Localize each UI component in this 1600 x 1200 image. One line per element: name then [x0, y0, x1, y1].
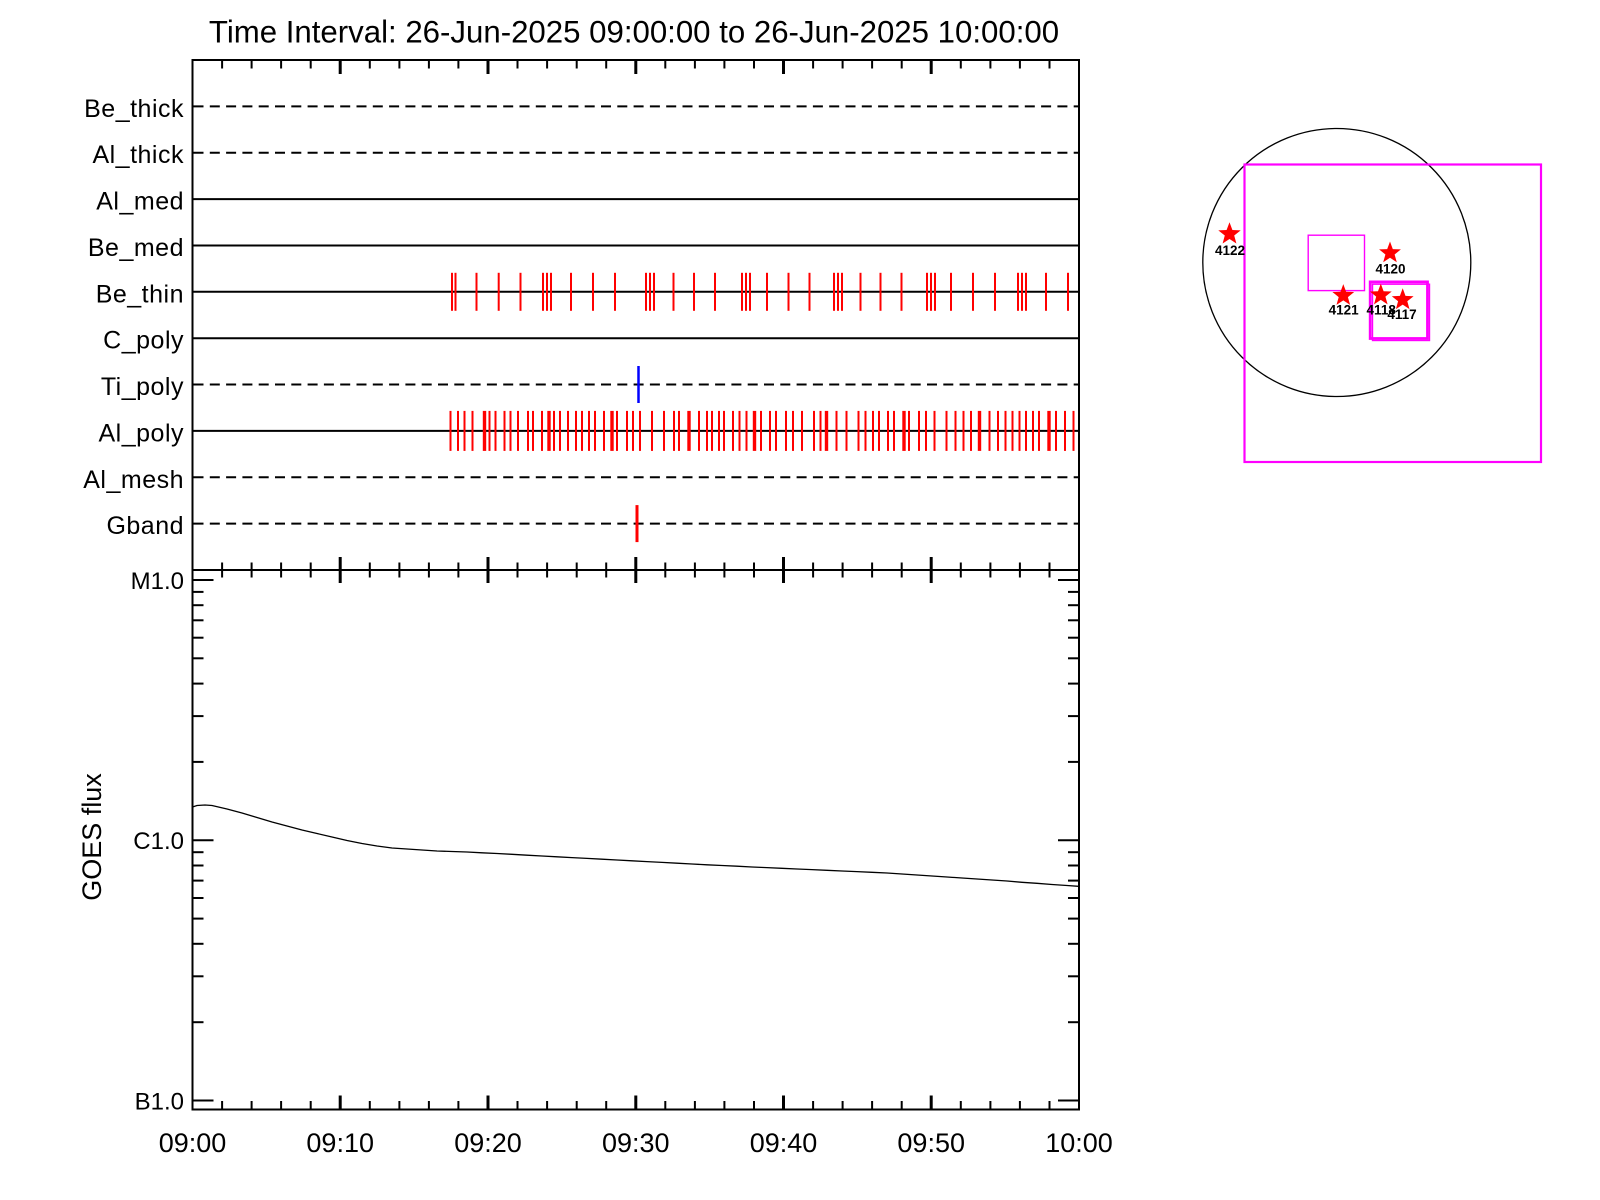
svg-text:Gband: Gband — [106, 512, 184, 540]
svg-text:4117: 4117 — [1387, 307, 1416, 322]
svg-text:Be_thick: Be_thick — [84, 95, 184, 123]
svg-text:Al_mesh: Al_mesh — [83, 466, 184, 494]
svg-text:4120: 4120 — [1375, 262, 1405, 277]
svg-text:4122: 4122 — [1215, 243, 1245, 258]
svg-text:B1.0: B1.0 — [135, 1089, 184, 1116]
svg-text:09:30: 09:30 — [602, 1128, 670, 1158]
svg-text:4121: 4121 — [1329, 303, 1360, 318]
svg-text:C1.0: C1.0 — [133, 828, 184, 855]
svg-text:09:20: 09:20 — [454, 1128, 522, 1158]
svg-text:09:00: 09:00 — [159, 1128, 227, 1158]
svg-text:GOES flux: GOES flux — [77, 773, 107, 901]
svg-text:Al_poly: Al_poly — [99, 419, 185, 447]
svg-text:M1.0: M1.0 — [131, 568, 184, 595]
svg-text:Be_thin: Be_thin — [96, 280, 184, 308]
svg-text:09:40: 09:40 — [750, 1128, 818, 1158]
svg-text:C_poly: C_poly — [103, 327, 184, 355]
svg-text:10:00: 10:00 — [1045, 1128, 1113, 1158]
svg-text:Al_thick: Al_thick — [92, 141, 184, 169]
svg-text:Time Interval: 26-Jun-2025 09:: Time Interval: 26-Jun-2025 09:00:00 to 2… — [209, 15, 1059, 50]
svg-text:Ti_poly: Ti_poly — [101, 373, 184, 401]
svg-text:Al_med: Al_med — [96, 188, 184, 216]
svg-text:Be_med: Be_med — [88, 234, 184, 262]
svg-text:4118: 4118 — [1367, 303, 1397, 318]
svg-text:09:50: 09:50 — [897, 1128, 965, 1158]
svg-text:09:10: 09:10 — [306, 1128, 374, 1158]
